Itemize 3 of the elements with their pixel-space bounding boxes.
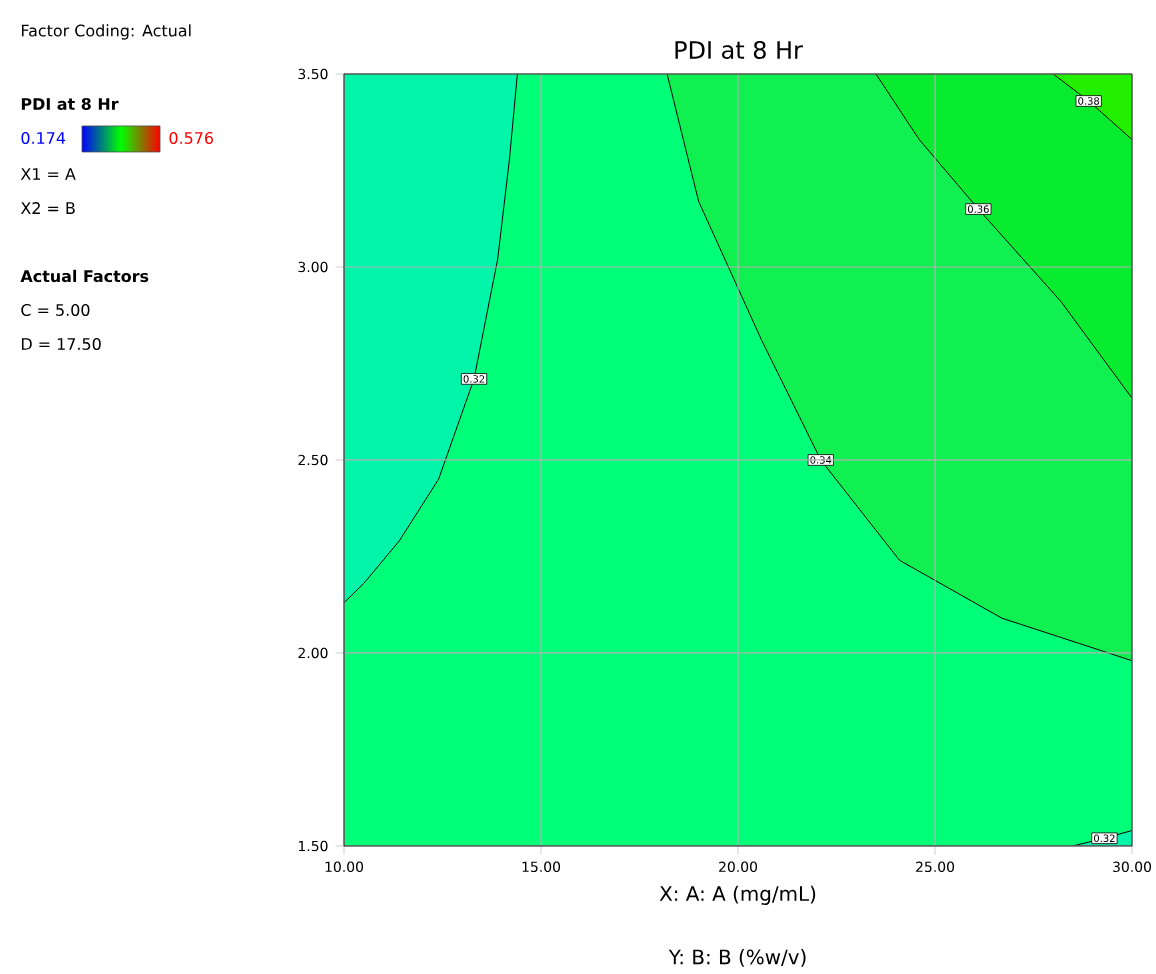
text: Y: B: B (%w/v) [668,949,806,967]
x-axis-title: X: A: A (mg/mL) [659,885,816,906]
chart-title: PDI at 8 Hr [675,40,803,59]
